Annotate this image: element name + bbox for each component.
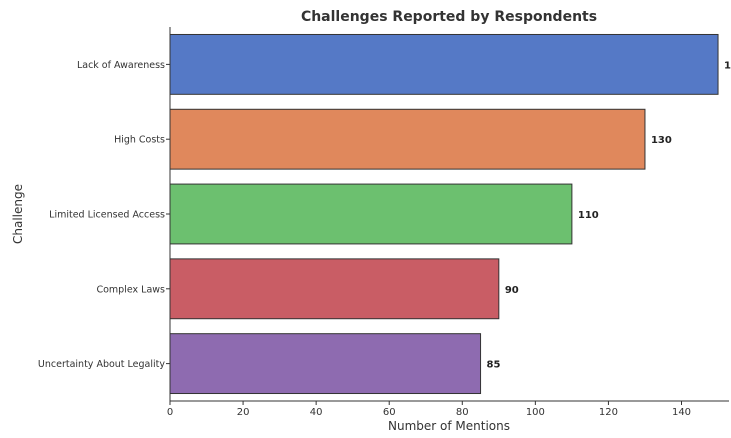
y-tick-label: Limited Licensed Access bbox=[49, 210, 165, 221]
x-tick-label: 140 bbox=[672, 407, 691, 418]
bar bbox=[169, 183, 573, 245]
bar bbox=[169, 258, 500, 320]
y-tick-label: High Costs bbox=[114, 135, 165, 146]
y-tick-label: Uncertainty About Legality bbox=[38, 359, 165, 370]
x-tick-label: 40 bbox=[310, 407, 323, 418]
bar bbox=[169, 333, 482, 395]
x-tick-label: 0 bbox=[167, 407, 173, 418]
bar-value-label: 90 bbox=[505, 285, 519, 296]
x-tick-label: 80 bbox=[456, 407, 469, 418]
bar bbox=[169, 33, 719, 95]
y-tick-label: Lack of Awareness bbox=[77, 60, 165, 71]
x-axis-label: Number of Mentions bbox=[388, 419, 510, 433]
y-tick-label: Complex Laws bbox=[96, 284, 165, 295]
bar-value-label: 85 bbox=[487, 360, 501, 371]
bar-value-label: 150 bbox=[724, 60, 731, 71]
y-axis-label: Challenge bbox=[11, 184, 25, 244]
bar-value-label: 110 bbox=[578, 210, 599, 221]
x-tick-label: 100 bbox=[526, 407, 545, 418]
bar-value-label: 130 bbox=[651, 135, 672, 146]
x-tick-label: 60 bbox=[383, 407, 396, 418]
bar bbox=[169, 108, 646, 170]
plot-area: 150 Lack of Awareness 130 High Costs 110 Limi… bbox=[38, 27, 731, 418]
x-tick-label: 120 bbox=[599, 407, 618, 418]
x-tick-label: 20 bbox=[237, 407, 250, 418]
chart-title: Challenges Reported by Respondents bbox=[301, 9, 597, 25]
